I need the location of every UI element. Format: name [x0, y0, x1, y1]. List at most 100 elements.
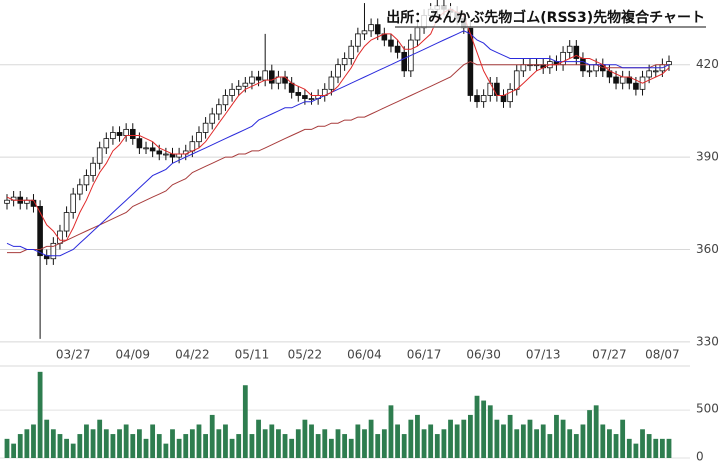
- x-tick-label: 07/13: [526, 348, 561, 362]
- candle-body: [242, 82, 249, 87]
- volume-bar: [17, 434, 23, 458]
- x-tick-label: 04/22: [175, 348, 210, 362]
- candle-body: [348, 45, 355, 59]
- candle-body: [216, 104, 222, 115]
- volume-bar: [507, 414, 513, 458]
- volume-bar: [315, 434, 321, 458]
- volume-bar: [57, 434, 63, 458]
- candle-body: [229, 88, 235, 96]
- volume-bar: [554, 414, 559, 458]
- volume-bar: [90, 429, 96, 458]
- volume-bar: [170, 429, 175, 458]
- volume-bar: [50, 429, 56, 458]
- candle-body: [401, 51, 407, 72]
- volume-bar: [408, 419, 414, 458]
- candle-body: [70, 193, 77, 213]
- volume-bar: [441, 429, 447, 458]
- volume-bar: [189, 429, 195, 458]
- candle-body: [328, 76, 335, 90]
- volume-bar: [640, 429, 645, 458]
- x-tick-label: 06/04: [347, 348, 382, 362]
- candle-body: [513, 70, 520, 90]
- volume-bar: [487, 405, 493, 458]
- candle-body: [566, 45, 573, 53]
- volume-bar: [163, 443, 169, 458]
- volume-bar: [276, 429, 281, 458]
- candle-body: [335, 64, 341, 78]
- volume-bar: [143, 438, 149, 458]
- volume-bar: [269, 424, 275, 458]
- volume-bar: [262, 429, 268, 458]
- volume-bar: [97, 419, 103, 458]
- volume-bar: [37, 371, 43, 458]
- volume-bar: [110, 434, 116, 458]
- volume-bar: [613, 434, 619, 458]
- volume-bar: [375, 434, 381, 458]
- volume-bar: [520, 424, 526, 458]
- candle-body: [633, 82, 639, 90]
- candle-body: [388, 39, 394, 47]
- candle-body: [255, 76, 262, 81]
- candle-body: [202, 122, 209, 133]
- candle-body: [163, 153, 169, 156]
- volume-bar: [150, 424, 156, 458]
- volume-bar: [633, 443, 639, 458]
- candle-body: [619, 76, 626, 84]
- volume-bar: [209, 414, 215, 458]
- candle-body: [500, 95, 507, 103]
- volume-bar: [395, 424, 400, 458]
- volume-bar: [573, 434, 579, 458]
- candle-body: [374, 24, 381, 35]
- volume-bar: [289, 438, 295, 458]
- candle-body: [573, 45, 580, 59]
- candle-body: [63, 212, 70, 232]
- volume-bar: [216, 429, 222, 458]
- candle-body: [341, 58, 348, 66]
- candle-body: [103, 138, 110, 149]
- candle-body: [295, 92, 302, 96]
- candle-body: [494, 82, 500, 96]
- x-tick-label: 06/17: [407, 348, 442, 362]
- volume-bar: [282, 434, 288, 458]
- volume-bar: [607, 429, 612, 458]
- volume-bar: [309, 424, 314, 458]
- volume-bar: [236, 434, 242, 458]
- volume-bar: [256, 419, 261, 458]
- candle-body: [368, 24, 374, 32]
- volume-bar: [468, 414, 473, 458]
- volume-bar: [626, 438, 632, 458]
- volume-bar: [415, 414, 420, 458]
- candle-body: [189, 141, 196, 152]
- candle-body: [77, 184, 83, 195]
- candle-body: [586, 70, 593, 73]
- y-tick-label: 500: [696, 402, 719, 416]
- candle-body: [110, 132, 116, 140]
- volume-bar: [421, 429, 427, 458]
- volume-bar: [587, 410, 592, 458]
- volume-bar: [130, 434, 136, 458]
- candle-body: [302, 95, 308, 99]
- volume-bar: [481, 400, 487, 458]
- moving-average-line: [7, 61, 669, 254]
- volume-bar: [527, 419, 533, 458]
- volume-bar: [388, 405, 394, 458]
- candle-body: [414, 27, 421, 41]
- candle-body: [646, 70, 652, 78]
- candle-body: [143, 147, 149, 150]
- candle-body: [4, 199, 10, 204]
- candle-body: [156, 150, 163, 155]
- volume-bar: [70, 443, 76, 458]
- volume-bar: [328, 438, 334, 458]
- volume-bar: [448, 419, 453, 458]
- volume-bar: [11, 443, 17, 458]
- volume-bar: [534, 429, 539, 458]
- volume-bar: [44, 419, 50, 458]
- volume-bar: [242, 385, 248, 458]
- volume-bar: [547, 434, 553, 458]
- volume-bar: [368, 419, 374, 458]
- volume-bar: [117, 429, 122, 458]
- volume-bar: [540, 424, 546, 458]
- candle-body: [480, 95, 487, 103]
- volume-bar: [362, 429, 367, 458]
- candle-body: [355, 33, 361, 47]
